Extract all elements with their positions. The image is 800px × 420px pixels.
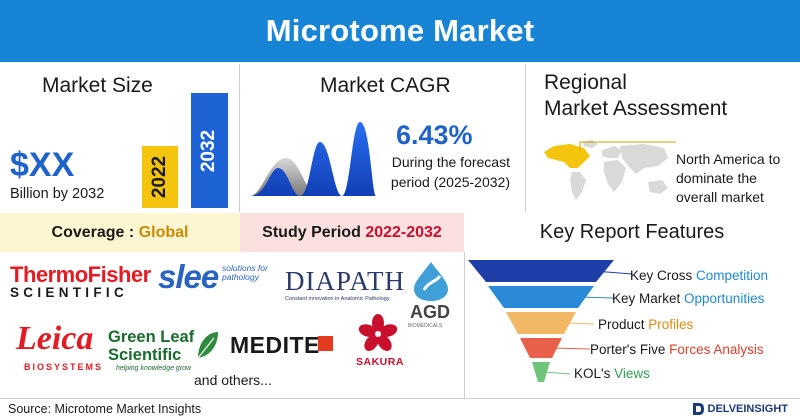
asia-shape (620, 144, 668, 174)
greenleaf-logo-line2: Scientific (108, 346, 182, 364)
funnel-layer-2 (488, 286, 594, 308)
bar-2032-label: 2032 (198, 129, 220, 172)
feature-item-2: Key Market Opportunities (612, 291, 765, 306)
header-banner: Microtome Market (0, 0, 800, 62)
world-map-graphic (544, 140, 676, 200)
funnel-connector-1 (593, 270, 633, 275)
market-size-value: $XX (10, 146, 75, 184)
funnel-connector-3 (563, 322, 595, 325)
cagr-title: Market CAGR (320, 74, 451, 97)
others-text: and others... (194, 372, 272, 388)
thermofisher-logo: ThermoFisher (10, 262, 151, 287)
page-title: Microtome Market (265, 13, 535, 48)
source-text: Source: Microtome Market Insights (8, 402, 202, 416)
leica-logo: Leica (16, 320, 94, 357)
medite-logo: MEDITE (230, 332, 320, 358)
brand-name: DELVEINSIGHT (707, 403, 788, 415)
slee-logo: slee (158, 258, 219, 295)
bar-2022: 2022 (142, 146, 178, 208)
sakura-logo: SAKURA (356, 356, 404, 368)
leica-sub: BIOSYSTEMS (24, 362, 104, 372)
cagr-description: During the forecast period (2025-2032) (390, 154, 510, 190)
funnel-layer-3 (506, 312, 576, 334)
funnel-layer-1 (468, 260, 614, 282)
coverage-strip: Coverage : Global (0, 213, 240, 252)
coverage-label: Coverage : (51, 223, 135, 241)
feature-item-5: KOL's Views (574, 366, 650, 381)
footer: Source: Microtome Market Insights DELVEI… (0, 398, 800, 420)
australia-shape (648, 180, 668, 194)
market-size-title: Market Size (42, 74, 153, 97)
funnel-connector-5 (543, 371, 571, 375)
diapath-tagline: Constant innovation in Anatomic Patholog… (285, 296, 390, 302)
feature-item-4: Porter's Five Forces Analysis (590, 342, 764, 357)
greenleaf-logo-line1: Green Leaf (108, 328, 195, 346)
greenland-shape (582, 140, 598, 148)
bar-2022-label: 2022 (149, 155, 170, 199)
agd-logo: AGD (410, 302, 450, 322)
regional-title-line2: Market Assessment (544, 97, 728, 120)
section-divider (464, 252, 465, 398)
regional-panel: Regional Market Assessment North America… (526, 64, 800, 212)
blue-wave (250, 122, 376, 196)
sakura-flower-icon (358, 314, 398, 351)
agd-tagline: BIOMEDICALS (408, 323, 443, 329)
diapath-logo: DIAPATH (285, 266, 406, 296)
cagr-wave-graphic (250, 122, 376, 196)
delveinsight-logo: DELVEINSIGHT (691, 402, 788, 416)
feature-item-3: Product Profiles (598, 317, 694, 332)
regional-note: North America to dominate the overall ma… (676, 151, 781, 205)
regional-title-line1: Regional (544, 71, 627, 94)
study-period-label: Study Period (262, 223, 361, 241)
regional-title: Regional Market Assessment (544, 70, 727, 122)
slee-tagline: solutions for pathology (222, 263, 268, 282)
market-size-panel: Market Size $XX Billion by 2032 (0, 64, 240, 212)
funnel-layer-4 (520, 338, 562, 358)
study-period-strip: Study Period 2022-2032 (240, 213, 464, 252)
funnel-connector-2 (575, 296, 615, 299)
bar-2032: 2032 (191, 93, 228, 208)
funnel-graphic (468, 260, 633, 382)
medite-square-icon (318, 336, 333, 351)
cagr-value: 6.43% (396, 120, 473, 150)
africa-shape (604, 160, 626, 192)
delveinsight-icon (692, 403, 704, 415)
agd-drop-icon (414, 262, 448, 301)
south-america-shape (570, 172, 586, 200)
features-title: Key Report Features (539, 221, 725, 243)
features-funnel: Key Cross Competition Key Market Opportu… (464, 252, 800, 398)
europe-shape (602, 146, 622, 158)
cagr-panel: Market CAGR 6.43% During the forecast pe… (240, 64, 526, 212)
coverage-value: Global (138, 223, 189, 241)
market-size-subtitle: Billion by 2032 (10, 186, 105, 202)
funnel-layer-5 (532, 362, 550, 382)
features-title-strip: Key Report Features (464, 213, 800, 252)
greenleaf-tagline: helping knowledge grow (116, 365, 192, 372)
leaf-icon (197, 332, 218, 359)
company-logos: ThermoFisher SCIENTIFIC slee solutions f… (0, 252, 464, 398)
north-america-shape (544, 144, 590, 168)
study-period-value: 2022-2032 (365, 223, 442, 241)
funnel-connector-4 (551, 347, 591, 350)
feature-item-1: Key Cross Competition (630, 268, 769, 283)
thermofisher-sub: SCIENTIFIC (10, 285, 129, 300)
